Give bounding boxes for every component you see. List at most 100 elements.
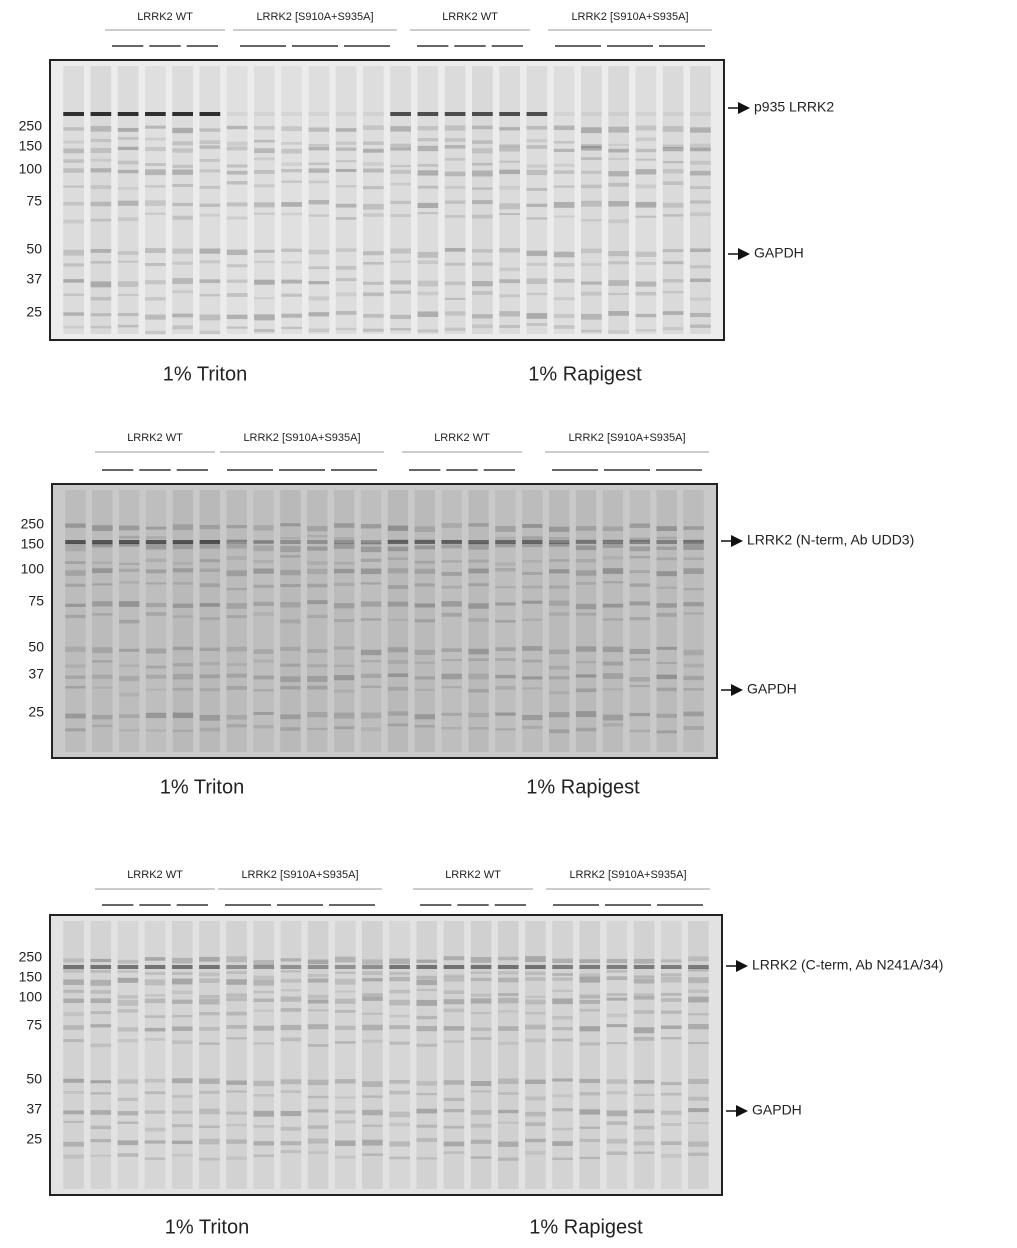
band bbox=[199, 995, 220, 998]
band bbox=[471, 1156, 492, 1159]
band bbox=[581, 263, 602, 266]
band bbox=[690, 265, 711, 268]
band bbox=[226, 998, 247, 1001]
band bbox=[418, 126, 439, 130]
band bbox=[145, 138, 166, 141]
band bbox=[253, 1081, 274, 1086]
band bbox=[280, 676, 300, 682]
band bbox=[254, 157, 275, 160]
band bbox=[418, 292, 439, 296]
band bbox=[661, 1123, 682, 1126]
band bbox=[146, 527, 166, 530]
band bbox=[335, 1140, 356, 1146]
band bbox=[118, 1009, 139, 1012]
band bbox=[498, 978, 519, 983]
target-band bbox=[90, 965, 111, 969]
band bbox=[281, 202, 302, 207]
band bbox=[336, 266, 357, 270]
band bbox=[199, 1078, 220, 1083]
band bbox=[253, 1042, 274, 1044]
band bbox=[227, 181, 248, 184]
band bbox=[63, 263, 84, 266]
band bbox=[363, 282, 384, 285]
target-band bbox=[226, 965, 247, 969]
target-band bbox=[172, 965, 193, 969]
arrow-head bbox=[731, 535, 743, 547]
band bbox=[498, 993, 519, 996]
band bbox=[90, 1092, 111, 1094]
band bbox=[636, 149, 657, 152]
band bbox=[525, 1139, 546, 1142]
band bbox=[63, 979, 84, 985]
band bbox=[389, 1112, 410, 1118]
band bbox=[522, 618, 542, 621]
band bbox=[552, 1016, 573, 1019]
band bbox=[527, 263, 548, 266]
band bbox=[630, 583, 650, 586]
mw-marker: 250 bbox=[21, 516, 45, 532]
band bbox=[281, 280, 302, 284]
band bbox=[468, 523, 488, 526]
band bbox=[90, 1044, 111, 1048]
band bbox=[226, 956, 247, 962]
band bbox=[690, 161, 711, 165]
band bbox=[92, 583, 112, 585]
band bbox=[254, 329, 275, 332]
band bbox=[690, 279, 711, 283]
band bbox=[90, 1139, 111, 1142]
band bbox=[336, 217, 357, 220]
band bbox=[683, 676, 703, 680]
band bbox=[499, 203, 520, 209]
band bbox=[119, 729, 139, 731]
band bbox=[630, 685, 650, 687]
band bbox=[226, 993, 247, 997]
band bbox=[361, 650, 381, 655]
band bbox=[554, 215, 575, 217]
band bbox=[472, 249, 493, 252]
band bbox=[579, 995, 600, 999]
band bbox=[172, 1154, 193, 1156]
band bbox=[527, 251, 548, 256]
band bbox=[361, 660, 381, 662]
band bbox=[172, 249, 193, 254]
band bbox=[499, 161, 520, 163]
band bbox=[199, 979, 220, 983]
band bbox=[253, 725, 273, 729]
band bbox=[118, 978, 139, 983]
band bbox=[118, 1121, 139, 1124]
band bbox=[656, 547, 676, 550]
lane bbox=[499, 66, 520, 334]
mw-marker: 37 bbox=[26, 1101, 42, 1117]
band bbox=[146, 582, 166, 584]
band bbox=[416, 1125, 437, 1128]
band bbox=[118, 995, 139, 998]
band bbox=[388, 547, 408, 552]
band bbox=[361, 601, 381, 606]
band bbox=[522, 536, 542, 540]
lane bbox=[309, 66, 330, 334]
band bbox=[226, 1037, 247, 1039]
band bbox=[581, 314, 602, 320]
band bbox=[363, 186, 384, 189]
target-band bbox=[173, 540, 193, 544]
band bbox=[656, 647, 676, 650]
band bbox=[145, 200, 166, 206]
band bbox=[172, 165, 193, 168]
band bbox=[388, 673, 408, 677]
band bbox=[522, 572, 542, 575]
band bbox=[527, 126, 548, 130]
band bbox=[309, 296, 330, 300]
band bbox=[441, 613, 461, 617]
band bbox=[416, 980, 437, 986]
band bbox=[498, 1092, 519, 1095]
band bbox=[336, 160, 357, 162]
band bbox=[63, 969, 84, 973]
band bbox=[472, 163, 493, 166]
band bbox=[471, 1140, 492, 1144]
target-band bbox=[499, 112, 520, 116]
band bbox=[636, 126, 657, 131]
mw-marker: 50 bbox=[26, 241, 42, 257]
band bbox=[607, 993, 628, 996]
band bbox=[336, 311, 357, 315]
band bbox=[444, 1126, 465, 1129]
